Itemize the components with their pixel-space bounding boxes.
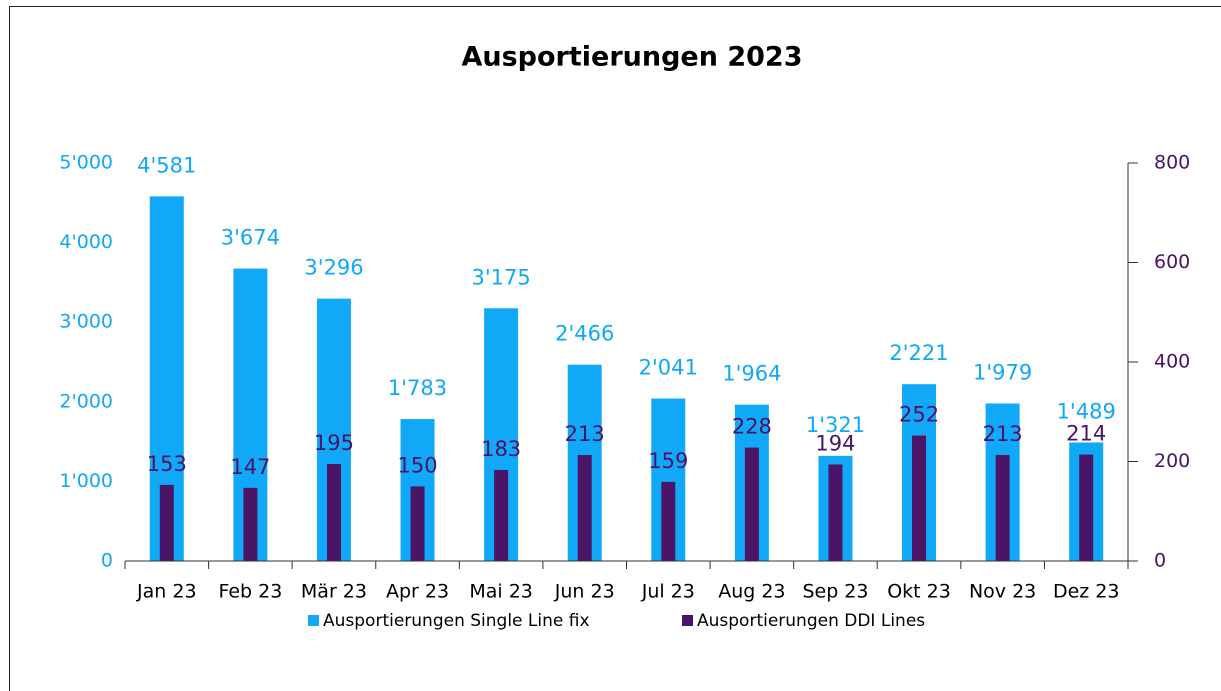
legend-label: Ausportierungen DDI Lines <box>697 611 925 631</box>
value-label: 3'296 <box>304 256 363 280</box>
y2-tick-label: 800 <box>1154 152 1190 174</box>
bar <box>243 487 258 561</box>
value-label: 2'466 <box>555 322 614 346</box>
value-label: 159 <box>648 449 688 473</box>
x-tick-label: Sep 23 <box>802 581 868 603</box>
value-label: 2'221 <box>889 341 948 365</box>
bar <box>995 455 1010 561</box>
value-label: 213 <box>983 422 1023 446</box>
bar <box>661 481 676 561</box>
bar <box>828 464 843 561</box>
value-label: 252 <box>899 403 939 427</box>
value-label: 1'964 <box>722 362 781 386</box>
legend-label: Ausportierungen Single Line fix <box>323 611 590 631</box>
y-tick-label: 4'000 <box>59 231 113 253</box>
x-tick-label: Jun 23 <box>554 581 615 603</box>
x-tick-label: Mär 23 <box>301 581 367 603</box>
value-label: 147 <box>230 455 270 479</box>
value-label: 1'979 <box>973 360 1032 384</box>
value-label: 3'175 <box>472 265 531 289</box>
bar <box>1079 454 1094 561</box>
y2-tick-label: 200 <box>1154 450 1190 472</box>
y-tick-label: 1'000 <box>59 470 113 492</box>
x-tick-label: Mai 23 <box>469 581 533 603</box>
frame <box>9 6 1221 691</box>
x-tick-label: Jan 23 <box>136 581 197 603</box>
value-label: 194 <box>815 431 855 455</box>
value-label: 1'489 <box>1057 399 1116 423</box>
value-label: 213 <box>565 422 605 446</box>
value-label: 214 <box>1066 422 1106 446</box>
bar <box>577 455 592 561</box>
value-label: 1'321 <box>806 413 865 437</box>
x-tick-label: Aug 23 <box>718 581 785 603</box>
bar <box>410 486 425 561</box>
x-tick-label: Feb 23 <box>218 581 282 603</box>
value-label: 150 <box>397 453 437 477</box>
value-label: 2'041 <box>639 356 698 380</box>
legend-swatch <box>308 615 319 626</box>
value-label: 228 <box>732 415 772 439</box>
y-tick-label: 3'000 <box>59 311 113 333</box>
value-label: 195 <box>314 431 354 455</box>
x-tick-label: Nov 23 <box>969 581 1036 603</box>
value-label: 1'783 <box>388 376 447 400</box>
bar <box>744 447 759 561</box>
value-label: 183 <box>481 437 521 461</box>
y-tick-label: 5'000 <box>59 152 113 174</box>
legend-swatch <box>682 615 693 626</box>
value-label: 3'674 <box>221 226 280 250</box>
bar <box>494 469 509 561</box>
chart-title: Ausportierungen 2023 <box>461 42 802 73</box>
y2-tick-label: 400 <box>1154 351 1190 373</box>
x-tick-label: Apr 23 <box>386 581 449 603</box>
y2-tick-label: 600 <box>1154 251 1190 273</box>
bar <box>159 484 174 561</box>
bar <box>326 463 341 561</box>
value-label: 153 <box>147 452 187 476</box>
value-label: 4'581 <box>137 153 196 177</box>
x-tick-label: Jul 23 <box>641 581 695 603</box>
y-tick-label: 2'000 <box>59 390 113 412</box>
x-tick-label: Okt 23 <box>887 581 951 603</box>
bar <box>912 435 927 561</box>
y2-tick-label: 0 <box>1154 550 1166 572</box>
x-tick-label: Dez 23 <box>1053 581 1120 603</box>
y-tick-label: 0 <box>101 550 113 572</box>
